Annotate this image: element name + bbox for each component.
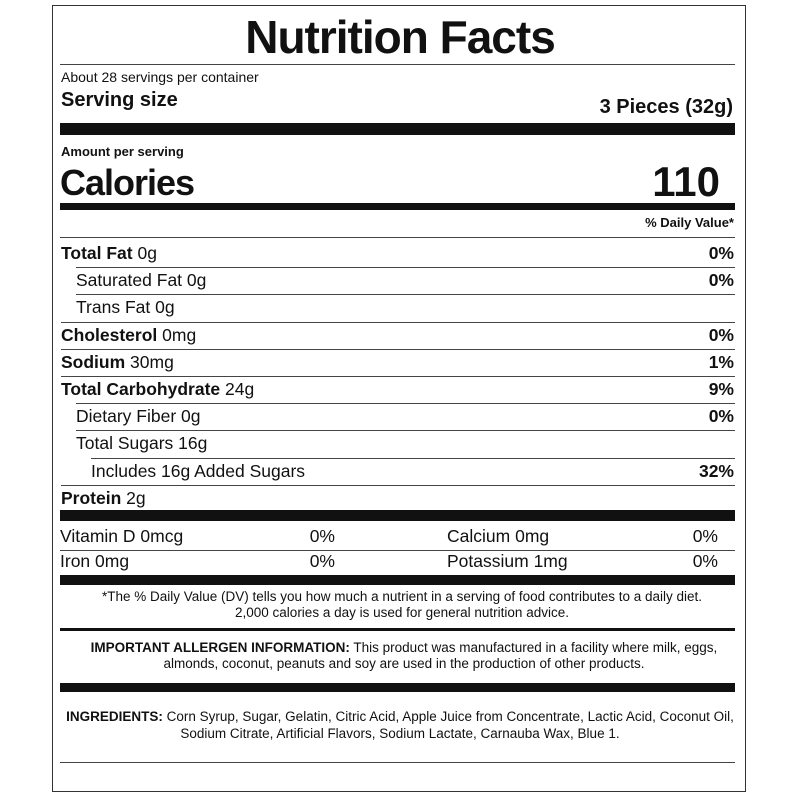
rule <box>61 321 735 323</box>
nutrient-amount: 24g <box>225 379 255 399</box>
vitamin-row: Iron 0mg <box>60 551 129 572</box>
daily-value: 0% <box>708 324 734 345</box>
nutrient-name: Dietary Fiber <box>76 406 177 427</box>
medium-bar <box>60 203 735 210</box>
nutrient-row: Total Sugars 16g <box>76 433 207 454</box>
serving-size-label: Serving size <box>61 89 178 111</box>
nutrient-name: Total Sugars <box>76 433 174 454</box>
vitamin-name: Vitamin D <box>60 526 136 546</box>
daily-value-header: % Daily Value* <box>645 215 734 230</box>
ingredients: INGREDIENTS: Corn Syrup, Sugar, Gelatin,… <box>62 708 738 742</box>
footnote-line: *The % Daily Value (DV) tells you how mu… <box>101 589 703 604</box>
nutrient-name: Sodium <box>61 351 126 372</box>
nutrient-amount: 0g <box>137 243 157 263</box>
rule <box>61 348 735 350</box>
vitamin-amount: 0mg <box>95 551 130 571</box>
vitamin-name: Iron <box>60 551 91 571</box>
nutrient-amount: 0g <box>186 270 207 291</box>
allergen-text: This product was manufactured in a facil… <box>163 640 718 671</box>
daily-value: 0% <box>692 551 718 571</box>
daily-value: 0% <box>692 526 718 546</box>
thick-bar <box>60 575 735 585</box>
rule <box>60 550 735 551</box>
rule <box>76 430 735 432</box>
label-border <box>52 5 746 792</box>
daily-value: 1% <box>708 351 734 372</box>
nutrient-amount: 0g <box>181 406 201 427</box>
daily-value: 9% <box>708 379 734 399</box>
daily-value: 0% <box>708 243 734 263</box>
thick-bar <box>60 123 735 135</box>
vitamin-amount: 0mg <box>515 526 550 546</box>
ingredients-text: Corn Syrup, Sugar, Gelatin, Citric Acid,… <box>166 709 734 741</box>
vitamin-amount: 1mg <box>533 551 568 571</box>
nutrient-name: Includes 16g Added Sugars <box>91 460 306 481</box>
nutrient-name: Trans Fat <box>76 297 151 318</box>
rule <box>91 457 735 459</box>
nutrient-name: Total Fat <box>61 243 133 263</box>
daily-value: 32% <box>698 460 734 481</box>
nutrient-amount: 0mg <box>162 324 197 345</box>
vitamin-row: Potassium 1mg <box>447 551 568 572</box>
ingredients-label: INGREDIENTS: <box>66 709 163 724</box>
calories-label: Calories <box>60 162 195 203</box>
daily-value: 0% <box>309 551 335 571</box>
nutrient-name: Cholesterol <box>61 324 158 345</box>
nutrient-amount: 2g <box>126 487 146 508</box>
footnote-line: 2,000 calories a day is used for general… <box>235 605 569 620</box>
title: Nutrition Facts <box>245 11 556 63</box>
vitamin-name: Calcium <box>447 526 511 546</box>
rule <box>60 64 735 65</box>
footnote: *The % Daily Value (DV) tells you how mu… <box>62 589 742 621</box>
vitamin-row: Vitamin D 0mcg <box>60 526 183 547</box>
serving-size: 3 Pieces (32g) <box>599 96 733 118</box>
rule <box>76 267 735 269</box>
nutrient-name: Saturated Fat <box>76 270 183 291</box>
calories: 110 <box>652 158 720 205</box>
nutrient-row: Trans Fat 0g <box>76 297 175 318</box>
vitamin-name: Potassium <box>447 551 529 571</box>
nutrient-row: Dietary Fiber 0g <box>76 406 201 427</box>
rule <box>76 294 735 296</box>
rule <box>60 237 735 238</box>
allergen-label: IMPORTANT ALLERGEN INFORMATION: <box>90 640 350 655</box>
vitamin-amount: 0mcg <box>140 526 184 546</box>
nutrient-name: Protein <box>61 487 122 508</box>
daily-value: 0% <box>708 406 734 427</box>
nutrient-row: Protein 2g <box>61 488 146 509</box>
rule <box>61 376 735 377</box>
nutrient-name: Total Carbohydrate <box>61 379 221 399</box>
nutrient-row: Total Carbohydrate 24g <box>61 379 254 400</box>
rule <box>76 403 735 405</box>
thick-bar <box>60 510 735 521</box>
thick-bar <box>60 683 735 692</box>
nutrient-row: Includes 16g Added Sugars <box>91 461 305 482</box>
servings: About 28 servings per container <box>61 69 259 85</box>
nutrient-row: Saturated Fat 0g <box>76 270 206 291</box>
nutrient-amount: 0g <box>155 297 175 318</box>
nutrient-row: Total Fat 0g <box>61 243 157 264</box>
nutrient-amount: 30mg <box>130 351 174 372</box>
rule <box>61 484 735 486</box>
rule <box>60 762 735 763</box>
nutrient-amount: 16g <box>178 433 208 454</box>
amount-per-serving: Amount per serving <box>61 144 184 159</box>
vitamin-row: Calcium 0mg <box>447 526 549 547</box>
bar <box>60 628 735 631</box>
daily-value: 0% <box>708 270 734 291</box>
nutrient-row: Cholesterol 0mg <box>61 325 196 346</box>
daily-value: 0% <box>309 526 335 546</box>
allergen: IMPORTANT ALLERGEN INFORMATION: This pro… <box>62 640 746 672</box>
nutrient-row: Sodium 30mg <box>61 352 174 373</box>
